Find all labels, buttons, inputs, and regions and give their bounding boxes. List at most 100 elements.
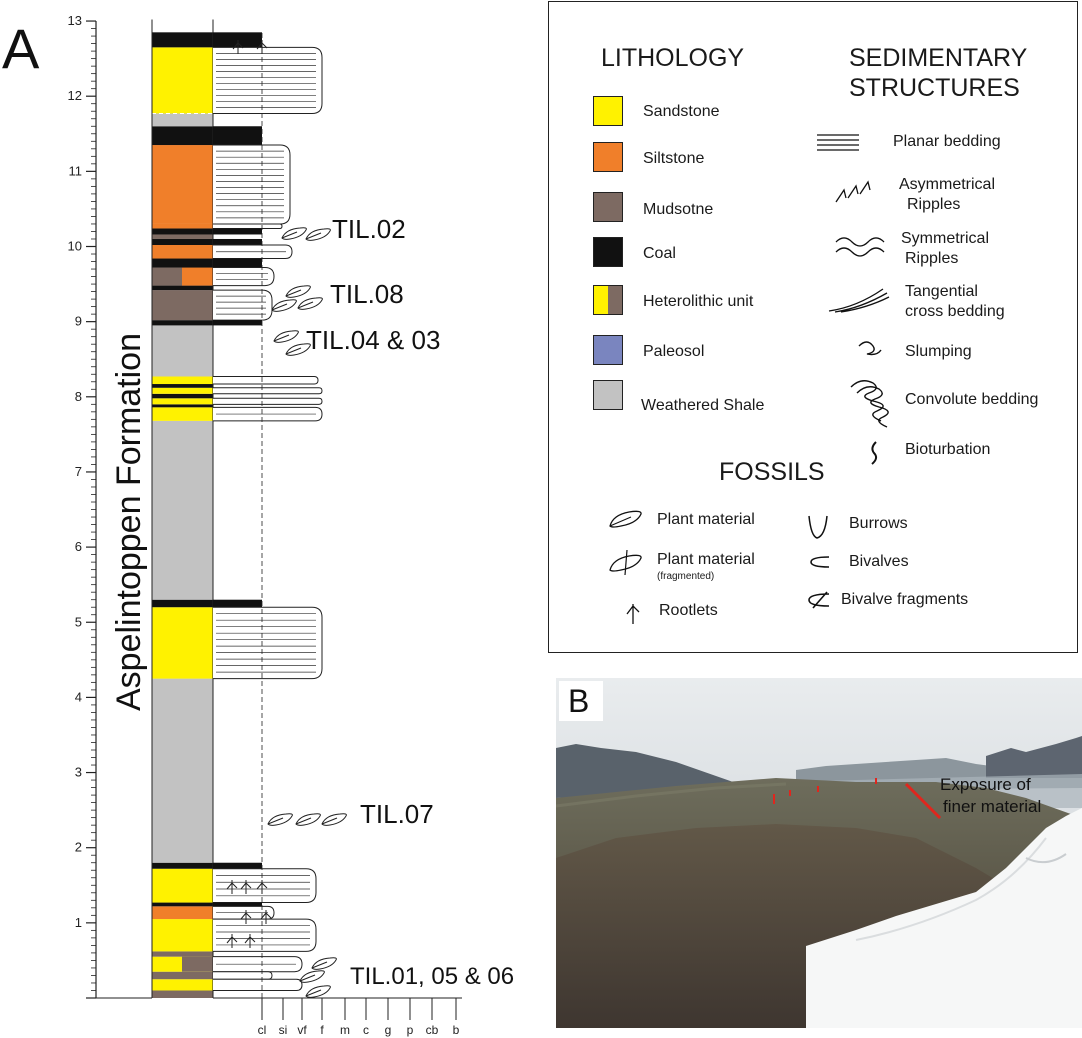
lithology-unit [152,384,213,388]
rootlets-icon [626,604,640,624]
plant-material-icon [285,343,311,356]
lithology-unit [152,404,213,408]
sample-label: TIL.02 [332,214,406,244]
coal-bed [213,320,262,326]
lithology-unit [152,238,213,245]
lithology-unit [152,607,213,679]
rootlets-label: Rootlets [659,602,718,619]
bivalve-fragments-icon [808,591,830,609]
lithology-unit [152,32,213,48]
plant-material-icon [609,510,642,528]
lithology-unit [152,228,213,235]
leaf-vein [273,334,290,342]
lithology-unit [152,285,213,291]
grain-tick-label: b [453,1023,460,1037]
bed-profile [213,46,323,114]
burrows-icon [808,515,828,539]
sandstone-swatch [593,96,623,126]
siltstone-label: Siltstone [643,150,705,167]
depth-tick-label: 7 [75,464,82,479]
grain-tick-label: c [363,1023,369,1037]
lithology-unit [152,906,213,920]
depth-tick-label: 6 [75,539,82,554]
lithology-unit [152,398,213,405]
slumping-icon [858,341,882,356]
depth-tick-label: 10 [68,239,82,254]
lithology-unit [152,320,213,326]
bed-profile [213,387,323,395]
planar-bedding-label: Planar bedding [893,133,1001,150]
depth-tick-label: 5 [75,614,82,629]
depth-tick-label: 2 [75,840,82,855]
leaf-vein [295,817,312,825]
coal-swatch [593,237,623,267]
plant-material-icon [311,957,337,970]
bed-profile [213,376,319,385]
bed-profile [213,289,273,321]
structures-title-line2: STRUCTURES [849,74,1020,102]
weathered-shale-label: Weathered Shale [641,397,765,414]
coal-bed [213,126,262,146]
sample-label: TIL.07 [360,799,434,829]
lithology-title: LITHOLOGY [601,44,745,72]
tangential-cross-bedding-icon [828,288,890,313]
rootlets-icon [256,40,268,54]
bed-profile [213,223,283,229]
plant-material-icon [285,285,311,298]
asymmetrical-ripples-label2: Ripples [907,196,961,213]
leaf-vein [321,817,338,825]
bed-profile [213,971,273,980]
depth-tick-label: 3 [75,765,82,780]
symmetrical-ripples-label2: Ripples [905,250,959,267]
coal-bed [213,862,262,869]
plant-material-icon [281,227,307,240]
lithology-unit [152,387,213,394]
lithology-unit [152,599,213,608]
paleosol-label: Paleosol [643,343,705,360]
lithology-unit [152,990,213,998]
asymmetrical-ripples-label: Asymmetrical [899,176,996,193]
coal-bed [213,238,262,245]
lithology-unit [152,979,213,991]
formation-name: Aspelintoppen Formation [110,333,148,711]
coal-label: Coal [643,245,676,262]
grain-tick-label: m [340,1023,350,1037]
convolute-bedding-label: Convolute bedding [905,391,1039,408]
grain-tick-label: g [385,1023,392,1037]
mudstone-label: Mudsotne [643,201,714,218]
tangential-label2: cross bedding [905,303,1005,320]
panel-b-label-background [559,681,603,721]
lithology-unit [152,951,213,957]
leaf-vein [305,989,322,997]
sample-label: TIL.04 & 03 [306,325,440,355]
leaf-vein [285,347,302,355]
bed-profile [213,397,323,405]
plant-material-icon [297,297,323,310]
lithology-unit [152,145,213,224]
lithology-unit [152,868,213,903]
leaf-vein [281,231,298,239]
plant-material-label: Plant material [657,511,755,528]
lithology-unit [152,971,213,980]
bivalve-fragments-label: Bivalve fragments [841,591,969,608]
sample-label: TIL.08 [330,279,404,309]
plant-material-icon [271,299,297,312]
heterolithic-swatch [593,285,623,315]
rootlets-icon [256,880,268,894]
slumping-label: Slumping [905,343,972,360]
bed-profile [213,978,303,991]
annotation-line2: finer material [943,797,1041,816]
paleosol-swatch [593,335,623,365]
rootlets-icon [244,934,256,948]
rootlets-icon [260,910,272,924]
grain-tick-label: p [407,1023,414,1037]
depth-tick-label: 4 [75,689,82,704]
heterolithic-label: Heterolithic unit [643,293,754,310]
plant-material-icon [305,985,331,998]
bed-profile [213,918,317,952]
leaf-vein [285,289,302,297]
lithology-unit [152,376,213,385]
depth-tick-label: 12 [68,88,82,103]
structures-title-line1: SEDIMENTARY [849,44,1028,72]
plant-material-icon [299,970,325,983]
